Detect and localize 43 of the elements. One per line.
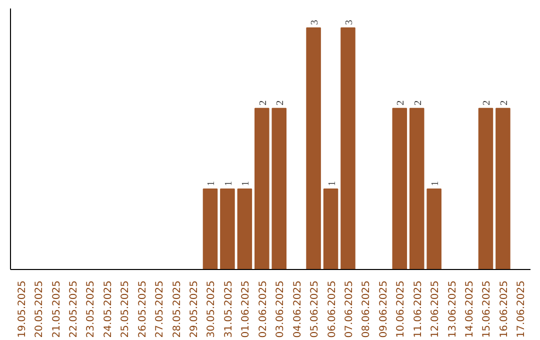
data-label: 3: [344, 20, 355, 25]
data-label: 2: [275, 100, 286, 106]
x-tick-label: 02.06.2025: [258, 280, 269, 338]
data-label: 1: [240, 180, 252, 186]
x-tick-label: 15.06.2025: [482, 280, 493, 338]
data-label: 2: [498, 100, 510, 106]
x-tick-label: 19.05.2025: [16, 280, 28, 338]
x-tick-label: 12.06.2025: [430, 280, 442, 338]
x-tick-label: 25.05.2025: [120, 280, 132, 338]
x-tick-label: 31.05.2025: [223, 280, 234, 338]
data-label: 1: [326, 180, 338, 186]
x-tick-label: 26.05.2025: [137, 280, 148, 338]
x-tick-label: 28.05.2025: [172, 280, 183, 338]
data-label: 2: [412, 100, 424, 106]
x-tick-label: 16.06.2025: [498, 280, 510, 338]
x-tick-label: 10.06.2025: [396, 280, 407, 338]
data-label: 3: [310, 20, 321, 25]
x-tick-label: 21.05.2025: [51, 280, 62, 338]
x-tick-label: 27.05.2025: [154, 280, 166, 338]
x-tick-label: 01.06.2025: [240, 280, 252, 338]
x-tick-label: 08.06.2025: [361, 280, 372, 338]
x-tick-label: 20.05.2025: [34, 280, 46, 338]
data-label: 2: [482, 100, 493, 106]
x-tick-label: 29.05.2025: [189, 280, 200, 338]
data-label: 2: [258, 100, 269, 106]
data-label: 1: [430, 180, 442, 186]
x-tick-label: 07.06.2025: [344, 280, 355, 338]
data-label: 1: [223, 180, 234, 186]
x-tick-label: 14.06.2025: [464, 280, 476, 338]
x-tick-label: 06.06.2025: [326, 280, 338, 338]
x-tick-label: 03.06.2025: [275, 280, 286, 338]
x-tick-label: 17.06.2025: [516, 280, 528, 338]
x-tick-label: 04.06.2025: [292, 280, 304, 338]
x-tick-label: 24.05.2025: [102, 280, 114, 338]
x-tick-label: 13.06.2025: [447, 280, 458, 338]
x-tick-label: 30.05.2025: [206, 280, 218, 338]
x-tick-label: 22.05.2025: [68, 280, 80, 338]
x-tick-label: 11.06.2025: [412, 280, 424, 338]
x-tick-label: 23.05.2025: [86, 280, 97, 338]
data-label: 1: [206, 180, 218, 186]
data-label: 2: [396, 100, 407, 106]
x-tick-label: 05.06.2025: [310, 280, 321, 338]
x-tick-label: 09.06.2025: [378, 280, 390, 338]
